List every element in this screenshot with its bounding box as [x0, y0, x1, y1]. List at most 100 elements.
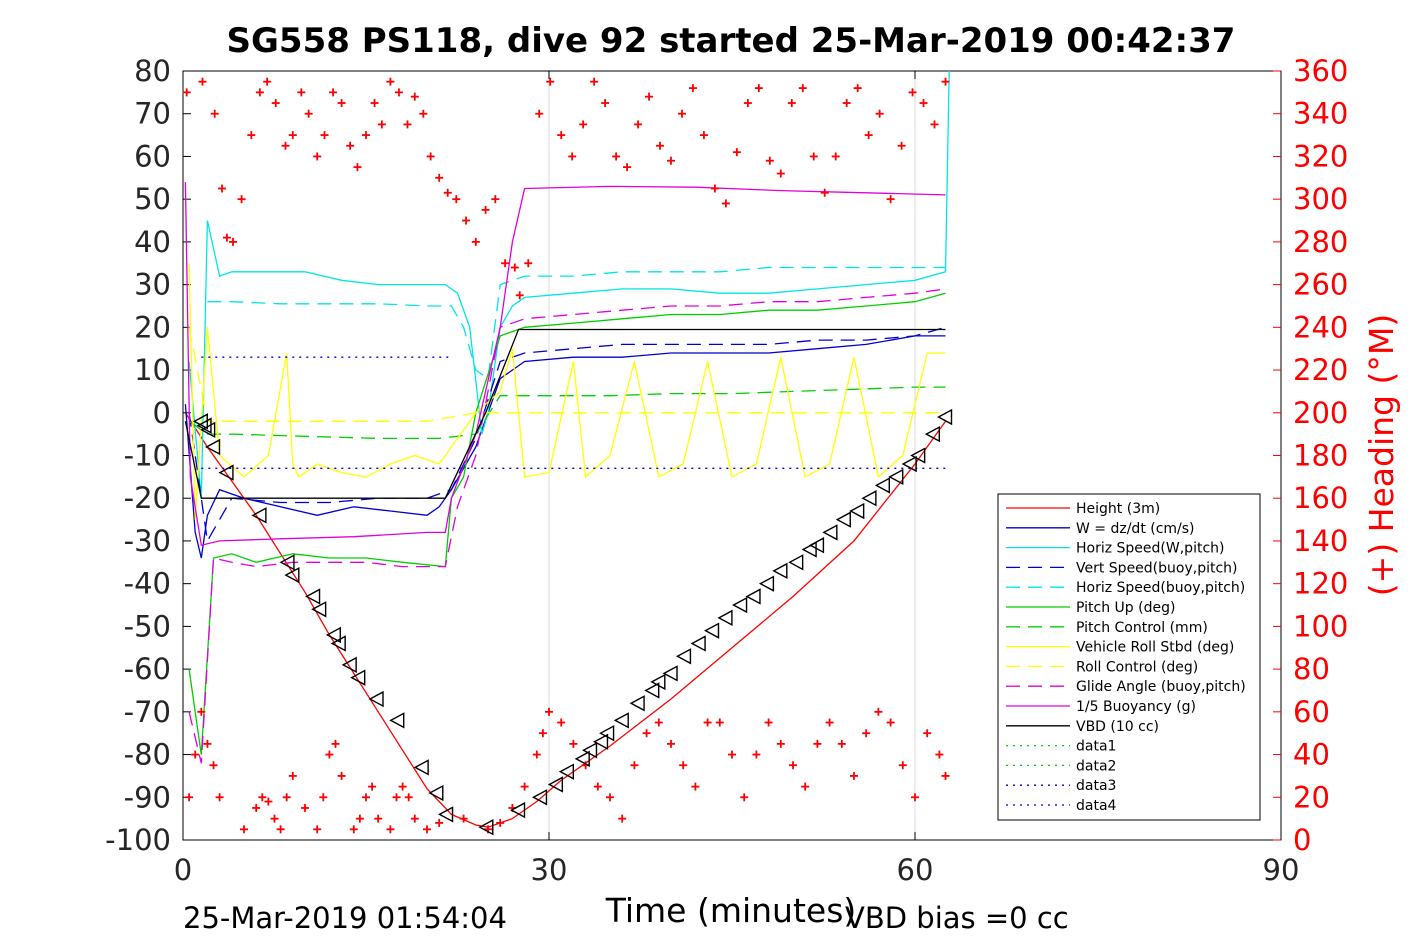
depth-marker	[613, 712, 629, 729]
heading-point	[362, 131, 370, 140]
heading-point-low	[874, 707, 883, 716]
heading-point-low	[423, 825, 431, 834]
heading-point	[515, 291, 524, 300]
x-tick-label: 60	[897, 853, 934, 887]
depth-marker	[801, 541, 817, 558]
heading-point-low	[410, 814, 419, 823]
legend-label-0: Height (3m)	[1076, 501, 1160, 517]
depth-marker	[582, 742, 598, 759]
legend-label-13: data2	[1076, 758, 1116, 774]
heading-point	[510, 263, 519, 272]
heading-point-low	[496, 818, 505, 827]
depth-marker	[629, 695, 645, 712]
legend-label-11: VBD (10 cc)	[1076, 719, 1159, 735]
heading-point	[320, 131, 329, 140]
heading-point-low	[679, 761, 688, 770]
right-tick-label: 280	[1293, 225, 1348, 259]
right-tick-label: 40	[1293, 738, 1330, 772]
right-tick-label: 0	[1293, 823, 1311, 857]
heading-point	[229, 237, 238, 246]
y-tick-label: -20	[124, 481, 171, 515]
y-tick-label: -30	[124, 524, 171, 558]
heading-point	[410, 92, 419, 101]
right-tick-label: 100	[1293, 609, 1348, 643]
heading-point	[908, 88, 917, 97]
right-tick-label: 260	[1293, 268, 1348, 302]
depth-marker	[251, 507, 267, 524]
heading-point	[491, 195, 500, 204]
heading-point	[394, 88, 403, 97]
depth-marker	[758, 575, 775, 592]
heading-point-low	[459, 814, 468, 823]
y-tick-label: 30	[134, 268, 171, 302]
depth-marker	[341, 656, 357, 674]
heading-point	[875, 109, 884, 118]
heading-point	[210, 109, 219, 118]
x-tick-label: 30	[531, 853, 568, 887]
legend: Height (3m) W = dz/dt (cm/s) Horiz Speed(W…	[997, 493, 1261, 821]
right-tick-label: 240	[1293, 310, 1348, 344]
heading-point	[820, 188, 829, 197]
heading-point	[897, 141, 906, 150]
heading-point-low	[886, 718, 895, 727]
series-line-1	[184, 335, 946, 559]
heading-point-low	[325, 750, 334, 759]
legend-label-2: Horiz Speed(W,pitch)	[1076, 541, 1224, 557]
heading-point	[721, 199, 730, 208]
series-line-6	[188, 386, 946, 440]
depth-marker	[350, 669, 366, 686]
depth-marker	[849, 502, 865, 520]
right-tick-label: 340	[1293, 97, 1348, 131]
depth-marker	[531, 789, 548, 806]
heading-point-low	[691, 782, 700, 791]
legend-label-14: data3	[1076, 778, 1116, 794]
heading-point-low	[386, 825, 395, 834]
depth-marker	[874, 477, 890, 494]
legend-label-5: Pitch Up (deg)	[1076, 600, 1175, 616]
heading-point-low	[197, 707, 206, 716]
heading-point	[462, 216, 471, 225]
heading-point	[255, 88, 264, 97]
depth-marker	[690, 635, 706, 652]
heading-point-low	[215, 793, 224, 802]
heading-point-low	[313, 825, 322, 834]
heading-point	[304, 109, 313, 118]
depth-marker	[478, 819, 494, 836]
heading-point-low	[801, 782, 810, 791]
heading-point	[743, 99, 752, 108]
y-tick-label: -50	[124, 609, 171, 643]
depth-marker	[205, 438, 221, 456]
heading-point-low	[862, 729, 871, 738]
heading-point-low	[703, 718, 712, 727]
y-tick-label: -60	[124, 652, 171, 686]
heading-point	[688, 84, 697, 93]
heading-point-low	[789, 761, 797, 770]
depth-marker	[808, 537, 825, 554]
heading-point-low	[264, 797, 273, 806]
heading-point-low	[606, 793, 614, 802]
heading-point	[612, 152, 621, 161]
series-line-3	[188, 326, 946, 543]
heading-point-low	[362, 793, 370, 802]
y-tick-label: 50	[134, 182, 171, 216]
heading-point	[481, 205, 490, 214]
footer-vbd-bias: VBD bias =0 cc	[845, 901, 1069, 935]
y-tick-label: -10	[124, 439, 171, 473]
heading-point-low	[331, 739, 340, 748]
depth-marker	[389, 712, 405, 729]
heading-point-low	[288, 771, 297, 780]
heading-point	[590, 77, 599, 86]
heading-point	[426, 152, 435, 161]
heading-point-low	[398, 782, 407, 791]
heading-point-low	[654, 718, 663, 727]
heading-point-low	[752, 750, 761, 759]
heading-point	[443, 188, 452, 197]
depth-marker	[218, 464, 234, 481]
depth-marker	[662, 665, 678, 682]
heading-point	[667, 156, 675, 165]
depth-marker	[574, 750, 590, 767]
heading-point-low	[203, 739, 212, 748]
heading-point	[754, 84, 763, 93]
heading-point	[634, 120, 643, 129]
